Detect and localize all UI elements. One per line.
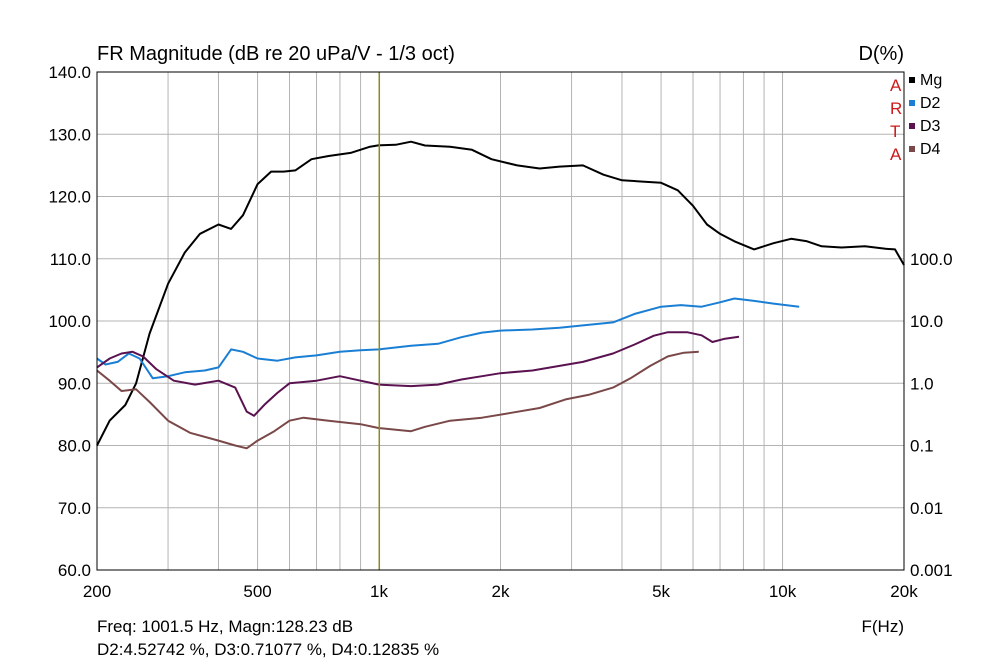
y-tick-label: 100.0 (48, 312, 91, 331)
legend-swatch (909, 123, 915, 129)
legend: Mg D2 D3 D4 (909, 72, 942, 158)
chart-title: FR Magnitude (dB re 20 uPa/V - 1/3 oct) (97, 43, 455, 65)
arta-watermark: A R T A (890, 76, 902, 164)
legend-swatch (909, 146, 915, 152)
x-tick-label: 2k (492, 582, 510, 601)
arta-letter: A (890, 145, 902, 164)
x-tick-label: 5k (652, 582, 670, 601)
y-tick-label: 140.0 (48, 63, 91, 82)
y2-tick-label: 10.0 (910, 312, 943, 331)
y-tick-label: 70.0 (58, 499, 91, 518)
y2-tick-label: 1.0 (910, 374, 934, 393)
series-line-d2 (96, 297, 800, 380)
cursor-readout-2: D2:4.52742 %, D3:0.71077 %, D4:0.12835 % (97, 640, 439, 659)
legend-swatch (909, 77, 915, 83)
x-axis-label: F(Hz) (862, 617, 904, 636)
series-line-d4 (96, 350, 699, 450)
y2-tick-label: 100.0 (910, 250, 953, 269)
y2-tick-label: 0.001 (910, 561, 953, 580)
legend-label: Mg (920, 72, 942, 89)
tick-labels: 140.0 130.0 120.0 110.0 100.0 90.0 80.0 70.0 60.… (48, 63, 952, 601)
series-line-d3 (96, 331, 740, 417)
legend-label: D3 (920, 118, 941, 135)
y-tick-label: 80.0 (58, 437, 91, 456)
y-tick-label: 130.0 (48, 125, 91, 144)
x-tick-label: 10k (769, 582, 797, 601)
grid (97, 72, 904, 570)
y2-tick-label: 0.01 (910, 499, 943, 518)
y-tick-label: 90.0 (58, 374, 91, 393)
series-layer (96, 140, 905, 450)
x-tick-label: 20k (890, 582, 918, 601)
legend-label: D2 (920, 95, 941, 112)
arta-letter: R (890, 99, 902, 118)
y2-tick-label: 0.1 (910, 437, 934, 456)
legend-label: D4 (920, 141, 941, 158)
plot-frame (96, 71, 905, 571)
cursor-readout-1: Freq: 1001.5 Hz, Magn:128.23 dB (97, 617, 353, 636)
legend-swatch (909, 100, 915, 106)
x-tick-label: 200 (83, 582, 111, 601)
series-line-mg (96, 140, 905, 446)
x-tick-label: 1k (370, 582, 388, 601)
y-tick-label: 110.0 (50, 250, 91, 269)
right-axis-title: D(%) (858, 43, 904, 65)
arta-letter: A (890, 76, 902, 95)
y-tick-label: 120.0 (48, 188, 91, 207)
arta-letter: T (890, 122, 900, 141)
x-tick-label: 500 (243, 582, 271, 601)
y-tick-label: 60.0 (58, 561, 91, 580)
